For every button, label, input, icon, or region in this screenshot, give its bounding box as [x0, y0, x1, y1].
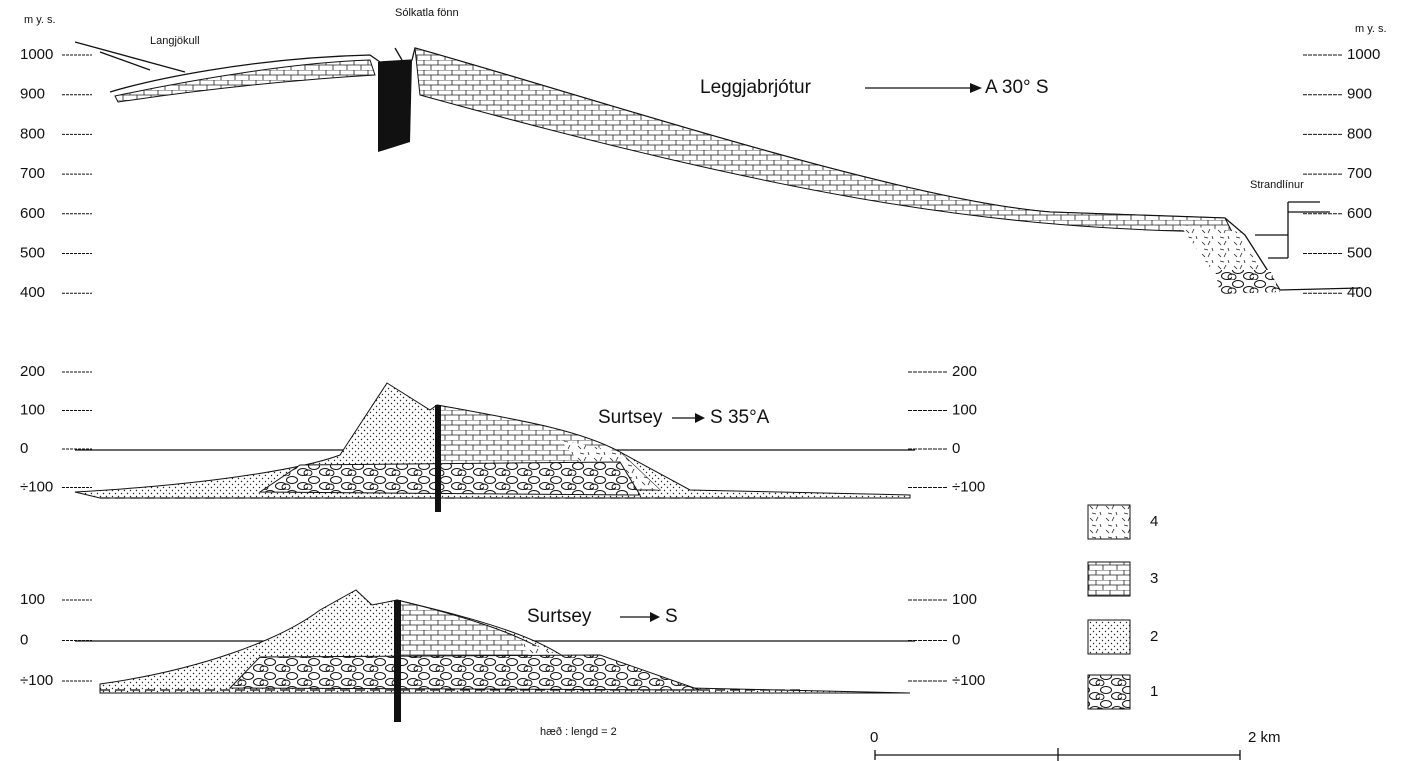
fissure-column	[378, 60, 412, 152]
snowfield-label: Sólkatla fönn	[395, 7, 459, 19]
left-axis-label: 100	[20, 401, 45, 418]
place-label: Leggjabrjótur	[700, 77, 812, 98]
legend	[1088, 505, 1130, 709]
right-axis-label: 500	[1347, 244, 1372, 261]
arrowhead	[970, 83, 982, 93]
left-axis-label: 600	[20, 205, 45, 222]
legend-swatch	[1088, 562, 1130, 596]
glacier-label: Langjökull	[150, 35, 200, 47]
left-axis-label: 700	[20, 165, 45, 182]
right-axis-label: 700	[1347, 165, 1372, 182]
legend-swatch	[1088, 620, 1130, 654]
legend-label: 3	[1150, 570, 1158, 587]
right-axis-label: ÷100	[952, 478, 985, 495]
right-axis-label: 0	[952, 631, 960, 648]
arrowhead	[695, 413, 705, 423]
legend-label: 2	[1150, 628, 1158, 645]
unit-label: m y. s.	[1355, 23, 1387, 35]
left-axis-label: 0	[20, 440, 28, 457]
left-axis-label: 800	[20, 125, 45, 142]
right-axis-label: 1000	[1347, 46, 1380, 63]
left-axis-label: 100	[20, 591, 45, 608]
fissure	[394, 600, 401, 722]
place-label: Surtsey	[527, 606, 592, 627]
legend-swatch	[1088, 675, 1130, 709]
left-axis-label: 900	[20, 86, 45, 103]
direction-label: S	[665, 606, 678, 627]
boulders	[1215, 270, 1280, 294]
right-axis-label: 100	[952, 591, 977, 608]
direction-label: A 30° S	[985, 77, 1049, 98]
left-axis-label: 400	[20, 284, 45, 301]
profile-3: Surtsey S	[75, 590, 915, 722]
scale-line	[875, 748, 1240, 761]
scale-bar: 0 2 km	[870, 729, 1281, 761]
right-axis-label: 900	[1347, 86, 1372, 103]
legend-label: 1	[1150, 683, 1158, 700]
legend-label: 4	[1150, 513, 1158, 530]
right-axis-label: 800	[1347, 125, 1372, 142]
arrowhead	[650, 612, 660, 622]
unit-label: m y. s.	[24, 14, 56, 26]
left-axis-label: 500	[20, 244, 45, 261]
fissure	[435, 405, 441, 512]
right-axis-label: 100	[952, 401, 977, 418]
boulders	[260, 462, 640, 495]
lava-layer	[415, 48, 1232, 232]
profile-2: Surtsey S 35°A	[75, 383, 915, 512]
left-axis-label: 200	[20, 363, 45, 380]
left-axis-label: ÷100	[20, 672, 53, 689]
shoreline-label: Strandlínur	[1250, 179, 1304, 191]
diagram: m y. s. m y. s. Langjökull Sólkatla fönn…	[0, 0, 1416, 761]
left-axis-label: 1000	[20, 46, 53, 63]
scale-label: 0	[870, 729, 878, 746]
ratio-label: hæð : lengd = 2	[540, 726, 617, 738]
boulders	[230, 655, 700, 690]
right-axis-label: 400	[1347, 284, 1372, 301]
legend-swatch	[1088, 505, 1130, 539]
left-axis-label: 0	[20, 631, 28, 648]
direction-label: S 35°A	[710, 407, 770, 428]
right-axis-label: 0	[952, 440, 960, 457]
profile-1: m y. s. m y. s. Langjökull Sólkatla fönn…	[24, 7, 1387, 294]
scale-label: 2 km	[1248, 729, 1281, 746]
place-label: Surtsey	[598, 407, 663, 428]
right-axis-label: 600	[1347, 205, 1372, 222]
right-axis-label: ÷100	[952, 672, 985, 689]
right-axis-label: 200	[952, 363, 977, 380]
left-axis-label: ÷100	[20, 478, 53, 495]
